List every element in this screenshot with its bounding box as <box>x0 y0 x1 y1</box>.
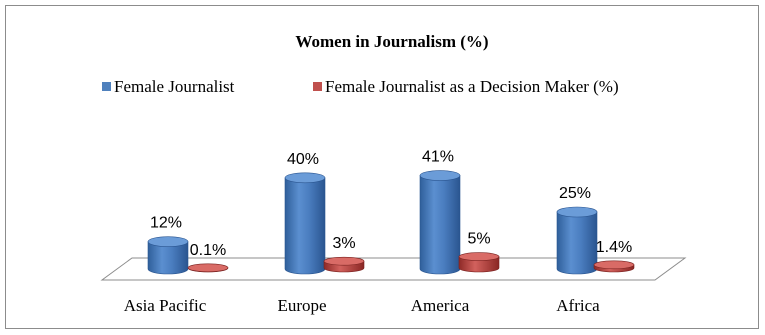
data-label-female-journalist-africa: 25% <box>559 185 591 202</box>
bar-decision-maker-europe <box>323 256 365 273</box>
data-label-female-journalist-america: 41% <box>422 149 454 166</box>
chart-title: Women in Journalism (%) <box>295 32 488 51</box>
bar-female-journalist-africa <box>556 206 598 275</box>
bar-decision-maker-america <box>458 252 500 273</box>
category-label-america: America <box>411 296 470 315</box>
data-label-decision-maker-africa: 1.4% <box>596 239 632 256</box>
data-label-decision-maker-europe: 3% <box>332 235 355 252</box>
category-label-africa: Africa <box>556 296 600 315</box>
bar-female-journalist-america <box>419 170 461 275</box>
data-label-female-journalist-asia-pacific: 12% <box>150 215 182 232</box>
category-label-asia-pacific: Asia Pacific <box>124 296 207 315</box>
category-label-europe: Europe <box>277 296 326 315</box>
data-label-female-journalist-europe: 40% <box>287 151 319 168</box>
bar-decision-maker-asia-pacific <box>187 263 229 273</box>
legend: Female Journalist Female Journalist as a… <box>102 77 619 96</box>
bar-decision-maker-africa <box>593 260 635 273</box>
chart-floor <box>100 257 687 281</box>
data-label-decision-maker-asia-pacific: 0.1% <box>190 242 226 259</box>
data-label-decision-maker-america: 5% <box>467 231 490 248</box>
bar-female-journalist-asia-pacific <box>147 236 189 275</box>
legend-label-decision-maker: Female Journalist as a Decision Maker (%… <box>325 77 619 96</box>
legend-swatch-female-journalist <box>102 82 111 91</box>
bar-female-journalist-europe <box>284 172 326 275</box>
legend-label-female-journalist: Female Journalist <box>114 77 235 96</box>
legend-swatch-decision-maker <box>313 82 322 91</box>
